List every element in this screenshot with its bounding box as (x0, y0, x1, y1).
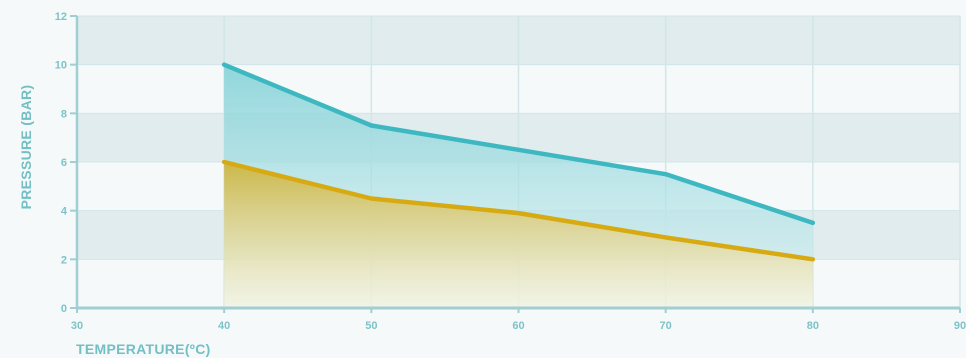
x-tick-label: 50 (365, 320, 377, 332)
y-tick-label: 6 (61, 157, 67, 169)
x-axis-title: TEMPERATURE(ºC) (76, 341, 211, 357)
x-tick-label: 90 (954, 320, 966, 332)
tick-labels: 0 2 4 6 8 10 12 30 40 50 60 70 80 90 (55, 11, 966, 332)
axes (70, 15, 961, 313)
series-line-2 (221, 159, 816, 262)
series-lines (221, 62, 816, 262)
y-tick-label: 10 (55, 60, 67, 72)
y-tick-label: 0 (61, 303, 67, 315)
y-tick-label: 2 (61, 254, 67, 266)
x-tick-label: 40 (218, 320, 230, 332)
x-tick-label: 80 (807, 320, 819, 332)
y-tick-label: 4 (61, 206, 68, 218)
x-tick-label: 30 (71, 320, 83, 332)
y-tick-label: 12 (55, 11, 67, 23)
x-tick-label: 70 (660, 320, 672, 332)
y-tick-label: 8 (61, 108, 67, 120)
x-tick-label: 60 (512, 320, 524, 332)
y-axis-title: PRESSURE (BAR) (18, 85, 34, 210)
series-line-1 (221, 62, 816, 226)
